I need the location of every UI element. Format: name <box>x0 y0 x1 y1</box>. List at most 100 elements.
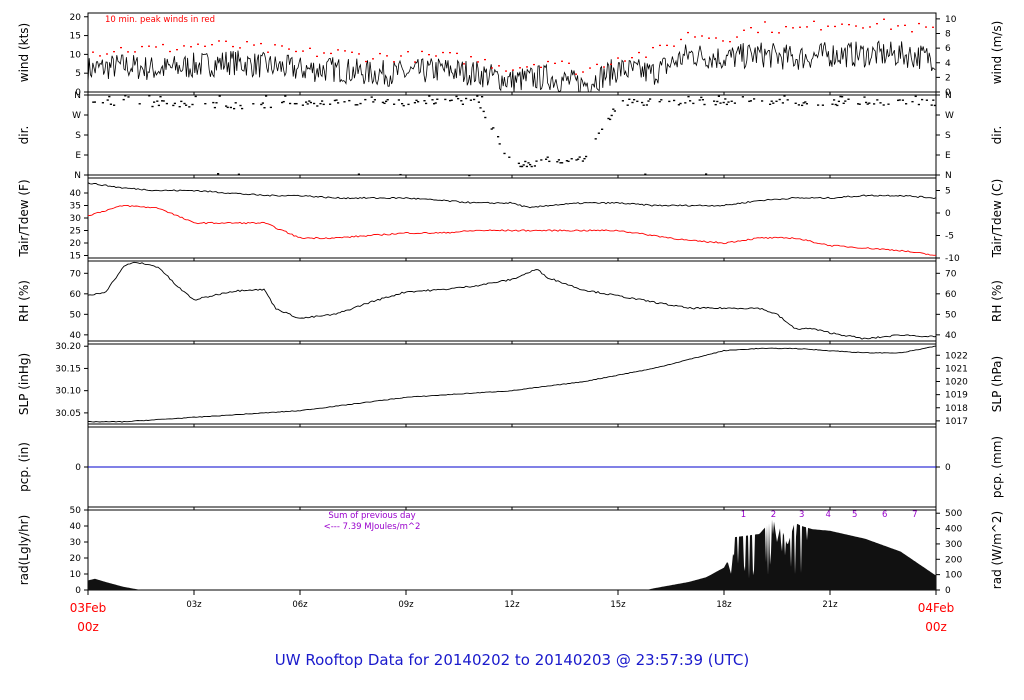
panel-dir <box>84 94 940 178</box>
peak-wind-mark <box>708 37 710 39</box>
wind-dir-point <box>204 102 207 105</box>
wind-dir-point <box>898 99 901 101</box>
wind-dir-point <box>417 101 420 103</box>
wind-dir-point <box>925 99 928 101</box>
wind-dir-point <box>801 104 804 107</box>
wind-dir-point <box>301 104 304 106</box>
tdew-series-line <box>87 204 937 256</box>
peak-wind-mark <box>855 25 857 27</box>
y-tick-label: W <box>72 111 81 121</box>
y-tick-label-right: 1017 <box>945 417 968 427</box>
wind-dir-point <box>178 105 181 108</box>
day-counter-label: 6 <box>882 510 887 520</box>
peak-wind-mark <box>141 45 143 48</box>
wind-dir-point <box>490 128 493 130</box>
wind-dir-point <box>337 102 340 104</box>
wind-dir-point <box>148 95 151 97</box>
y-tick-label-right: 0 <box>945 88 951 98</box>
wind-dir-point <box>607 117 610 120</box>
wind-dir-point <box>524 160 527 163</box>
wind-dir-point <box>716 100 719 103</box>
wind-dir-point <box>281 101 284 104</box>
peak-wind-mark <box>568 62 570 64</box>
wind-dir-point <box>522 164 525 166</box>
wind-dir-point <box>399 173 402 176</box>
wind-dir-point <box>679 102 682 105</box>
peak-wind-mark <box>526 66 528 68</box>
wind-dir-point <box>660 99 663 101</box>
y-tick-label: 20 <box>70 239 82 249</box>
y-axis-label: rad(Lgly/hr) <box>17 515 31 586</box>
x-tick-label: 03z <box>186 600 202 610</box>
wind-dir-point <box>101 102 104 104</box>
wind-dir-point <box>786 99 789 101</box>
peak-wind-mark <box>890 28 892 30</box>
wind-dir-point <box>858 103 861 105</box>
wind-dir-point <box>124 95 127 97</box>
wind-dir-point <box>713 100 716 102</box>
peak-wind-mark <box>827 25 829 27</box>
wind-dir-point <box>802 102 805 104</box>
y-tick-label: 5 <box>75 69 81 79</box>
peak-wind-mark <box>631 57 633 59</box>
wind-dir-point <box>397 99 400 101</box>
day-counter-label: 4 <box>826 510 831 520</box>
x-tick-label: 03Feb <box>70 601 107 615</box>
y-tick-label: 0 <box>75 463 81 473</box>
wind-dir-point <box>212 101 215 104</box>
wind-dir-point <box>138 103 141 105</box>
wind-dir-point <box>636 100 639 103</box>
wind-dir-point <box>834 103 837 106</box>
peak-wind-mark <box>400 55 402 57</box>
wind-dir-point <box>677 104 680 106</box>
wind-dir-point <box>93 101 96 103</box>
wind-dir-point <box>386 98 389 101</box>
wind-dir-point <box>183 102 186 105</box>
wind-dir-point <box>343 101 346 103</box>
y-tick-label-right: 200 <box>945 555 962 565</box>
y-tick-label-right: 10 <box>945 15 957 25</box>
peak-wind-mark <box>911 31 913 33</box>
wind-dir-point <box>930 104 933 106</box>
wind-dir-point <box>610 114 613 117</box>
peak-wind-mark <box>155 46 157 48</box>
wind-dir-point <box>525 165 528 168</box>
y-tick-label-right: 300 <box>945 540 962 550</box>
peak-wind-mark <box>729 41 731 43</box>
y-tick-label: N <box>74 171 81 181</box>
peak-wind-mark <box>414 61 416 63</box>
y-axis-label-right: pcp. (mm) <box>990 436 1004 498</box>
wind-dir-point <box>847 98 850 100</box>
y-tick-label-right: -5 <box>945 232 954 242</box>
wind-dir-point <box>263 107 266 109</box>
peak-wind-mark <box>582 71 584 73</box>
wind-dir-point <box>557 159 560 161</box>
wind-dir-point <box>561 162 564 164</box>
wind-dir-point <box>503 152 506 155</box>
wind-dir-point <box>372 101 375 103</box>
peak-wind-mark <box>330 52 332 55</box>
wind-dir-point <box>581 160 584 162</box>
wind-dir-point <box>460 100 463 102</box>
peak-wind-mark <box>750 27 752 29</box>
y-axis-label-right: dir. <box>990 126 1004 145</box>
wind-dir-point <box>781 102 784 104</box>
peak-wind-mark <box>904 24 906 26</box>
peak-wind-mark <box>379 52 381 55</box>
x-tick-label: 09z <box>398 600 414 610</box>
y-tick-label: 0 <box>75 586 81 596</box>
wind-dir-point <box>753 98 756 100</box>
wind-dir-point <box>428 95 431 97</box>
wind-dir-point <box>153 101 156 103</box>
wind-dir-point <box>449 99 452 102</box>
wind-dir-point <box>413 102 416 104</box>
y-tick-label-right: 50 <box>945 310 957 320</box>
wind-dir-point <box>548 160 551 163</box>
wind-dir-point <box>260 103 263 106</box>
wind-dir-point <box>673 99 676 102</box>
wind-dir-point <box>705 173 708 175</box>
wind-dir-point <box>866 103 869 105</box>
peak-wind-mark <box>372 58 374 60</box>
wind-dir-point <box>556 161 559 163</box>
wind-dir-point <box>585 155 588 158</box>
